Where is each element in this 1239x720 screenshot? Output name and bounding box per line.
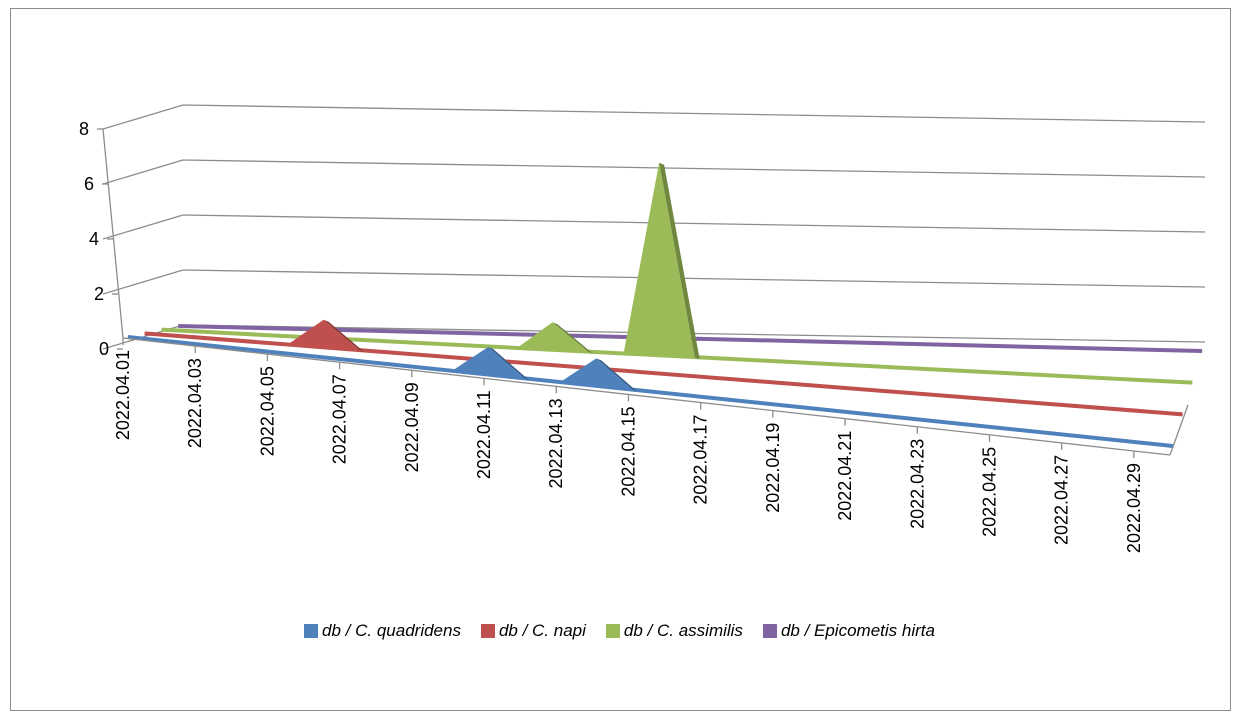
peak-db-c-assimilis-15 xyxy=(624,163,695,357)
x-tick-label-2022.04.15: 2022.04.15 xyxy=(618,406,638,496)
y-tick-label-6: 6 xyxy=(84,174,94,194)
x-tick-label-2022.04.25: 2022.04.25 xyxy=(979,447,999,537)
x-tick-label-2022.04.17: 2022.04.17 xyxy=(691,415,711,505)
x-tick-label-2022.04.27: 2022.04.27 xyxy=(1052,455,1072,545)
y-tick-label-4: 4 xyxy=(89,229,99,249)
x-tick-label-2022.04.01: 2022.04.01 xyxy=(113,350,133,440)
x-tick-label-2022.04.13: 2022.04.13 xyxy=(546,398,566,488)
legend-item-napi: db / C. napi xyxy=(481,621,586,641)
x-tick-label-2022.04.03: 2022.04.03 xyxy=(185,358,205,448)
x-tick-label-2022.04.29: 2022.04.29 xyxy=(1124,463,1144,553)
x-tick-label-2022.04.11: 2022.04.11 xyxy=(474,390,494,479)
y-tick-label-8: 8 xyxy=(79,119,89,139)
legend-swatch-hirta xyxy=(763,624,777,638)
side-gridline-4 xyxy=(103,215,183,239)
legend-label-napi: db / C. napi xyxy=(499,621,586,641)
legend-swatch-quadridens xyxy=(304,624,318,638)
side-gridline-6 xyxy=(103,160,183,184)
legend-swatch-assimilis xyxy=(606,624,620,638)
legend-item-assimilis: db / C. assimilis xyxy=(606,621,743,641)
legend-item-hirta: db / Epicometis hirta xyxy=(763,621,935,641)
x-tick-label-2022.04.09: 2022.04.09 xyxy=(402,382,422,472)
x-tick-label-2022.04.23: 2022.04.23 xyxy=(907,439,927,529)
x-tick-label-2022.04.19: 2022.04.19 xyxy=(763,423,783,513)
y-tick-label-0: 0 xyxy=(99,339,109,359)
x-tick-label-2022.04.21: 2022.04.21 xyxy=(835,431,855,521)
legend-item-quadridens: db / C. quadridens xyxy=(304,621,461,641)
legend-swatch-napi xyxy=(481,624,495,638)
gridline-2 xyxy=(183,270,1205,287)
side-gridline-8 xyxy=(103,105,183,129)
y-tick-label-2: 2 xyxy=(94,284,104,304)
gridline-6 xyxy=(183,160,1205,177)
legend: db / C. quadridens db / C. napi db / C. … xyxy=(0,616,1239,646)
gridline-8 xyxy=(183,105,1205,122)
legend-label-quadridens: db / C. quadridens xyxy=(322,621,461,641)
gridline-4 xyxy=(183,215,1205,232)
x-tick-label-2022.04.05: 2022.04.05 xyxy=(257,366,277,456)
legend-label-hirta: db / Epicometis hirta xyxy=(781,621,935,641)
x-tick-label-2022.04.07: 2022.04.07 xyxy=(330,374,350,464)
side-gridline-2 xyxy=(103,270,183,294)
legend-label-assimilis: db / C. assimilis xyxy=(624,621,743,641)
